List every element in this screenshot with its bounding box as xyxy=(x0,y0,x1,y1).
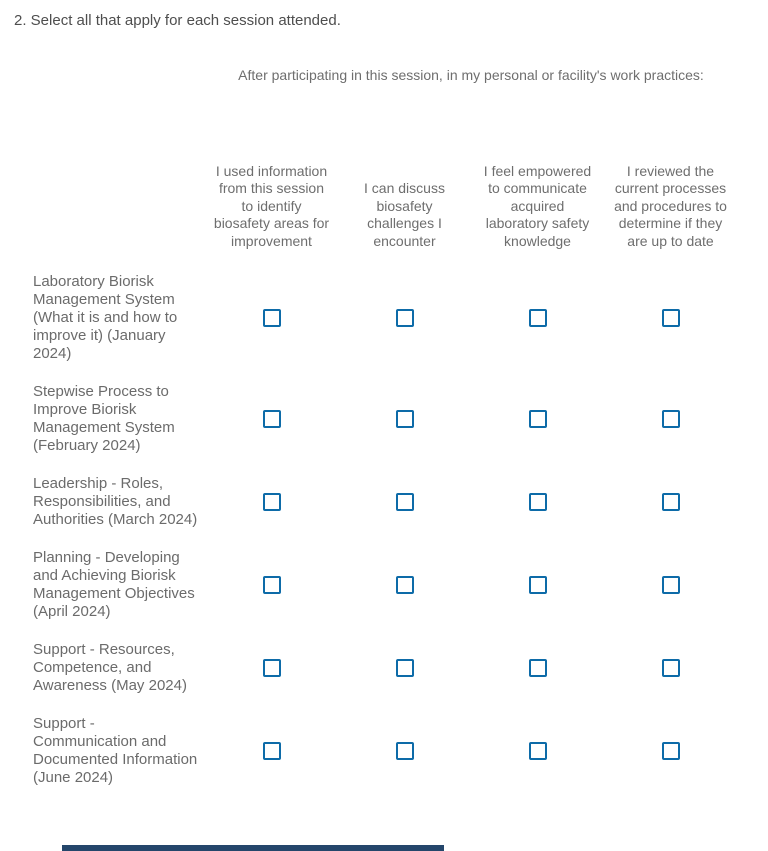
row-label: Support - Communication and Documented I… xyxy=(33,715,198,786)
row-label: Stepwise Process to Improve Biorisk Mana… xyxy=(33,383,175,454)
checkbox-row1-col2[interactable] xyxy=(395,309,414,327)
checkbox-row2-col4[interactable] xyxy=(661,410,680,428)
matrix-column-headers: I used information from this session to … xyxy=(205,118,737,250)
checkbox-row2-col1[interactable] xyxy=(262,410,281,428)
column-header-2: I can discuss biosafety challenges I enc… xyxy=(364,180,445,249)
column-header-1: I used information from this session to … xyxy=(213,162,330,249)
checkbox-row2-col3[interactable] xyxy=(528,410,547,428)
checkbox-row6-col3[interactable] xyxy=(528,742,547,760)
question-title: 2. Select all that apply for each sessio… xyxy=(14,12,341,29)
table-row-4: Planning - Developing and Achieving Bior… xyxy=(0,549,768,621)
row-label: Support - Resources, Competence, and Awa… xyxy=(33,641,187,694)
column-header-3: I feel empowered to communicate acquired… xyxy=(483,162,592,249)
checkbox-row4-col1[interactable] xyxy=(262,576,281,594)
row-label: Laboratory Biorisk Management System (Wh… xyxy=(33,273,178,362)
checkbox-row6-col2[interactable] xyxy=(395,742,414,760)
next-section-partial-bar xyxy=(62,845,444,851)
table-row-3: Leadership - Roles, Responsibilities, an… xyxy=(0,475,768,529)
checkbox-row5-col1[interactable] xyxy=(262,659,281,677)
checkbox-row1-col3[interactable] xyxy=(528,309,547,327)
table-row-5: Support - Resources, Competence, and Awa… xyxy=(0,641,768,695)
checkbox-row5-col3[interactable] xyxy=(528,659,547,677)
checkbox-row1-col4[interactable] xyxy=(661,309,680,327)
checkbox-row3-col2[interactable] xyxy=(395,493,414,511)
checkbox-row5-col4[interactable] xyxy=(661,659,680,677)
checkbox-row3-col4[interactable] xyxy=(661,493,680,511)
row-label: Leadership - Roles, Responsibilities, an… xyxy=(33,475,198,528)
checkbox-row4-col3[interactable] xyxy=(528,576,547,594)
table-row-2: Stepwise Process to Improve Biorisk Mana… xyxy=(0,383,768,455)
checkbox-row6-col4[interactable] xyxy=(661,742,680,760)
checkbox-row1-col1[interactable] xyxy=(262,309,281,327)
matrix-group-header: After participating in this session, in … xyxy=(238,67,704,83)
table-row-6: Support - Communication and Documented I… xyxy=(0,715,768,787)
checkbox-row6-col1[interactable] xyxy=(262,742,281,760)
checkbox-row4-col4[interactable] xyxy=(661,576,680,594)
checkbox-row4-col2[interactable] xyxy=(395,576,414,594)
checkbox-row2-col2[interactable] xyxy=(395,410,414,428)
checkbox-row3-col3[interactable] xyxy=(528,493,547,511)
checkbox-row5-col2[interactable] xyxy=(395,659,414,677)
checkbox-row3-col1[interactable] xyxy=(262,493,281,511)
row-label: Planning - Developing and Achieving Bior… xyxy=(33,549,195,620)
table-row-1: Laboratory Biorisk Management System (Wh… xyxy=(0,273,768,363)
matrix-rows: Laboratory Biorisk Management System (Wh… xyxy=(0,265,768,807)
column-header-4: I reviewed the current processes and pro… xyxy=(614,162,727,249)
